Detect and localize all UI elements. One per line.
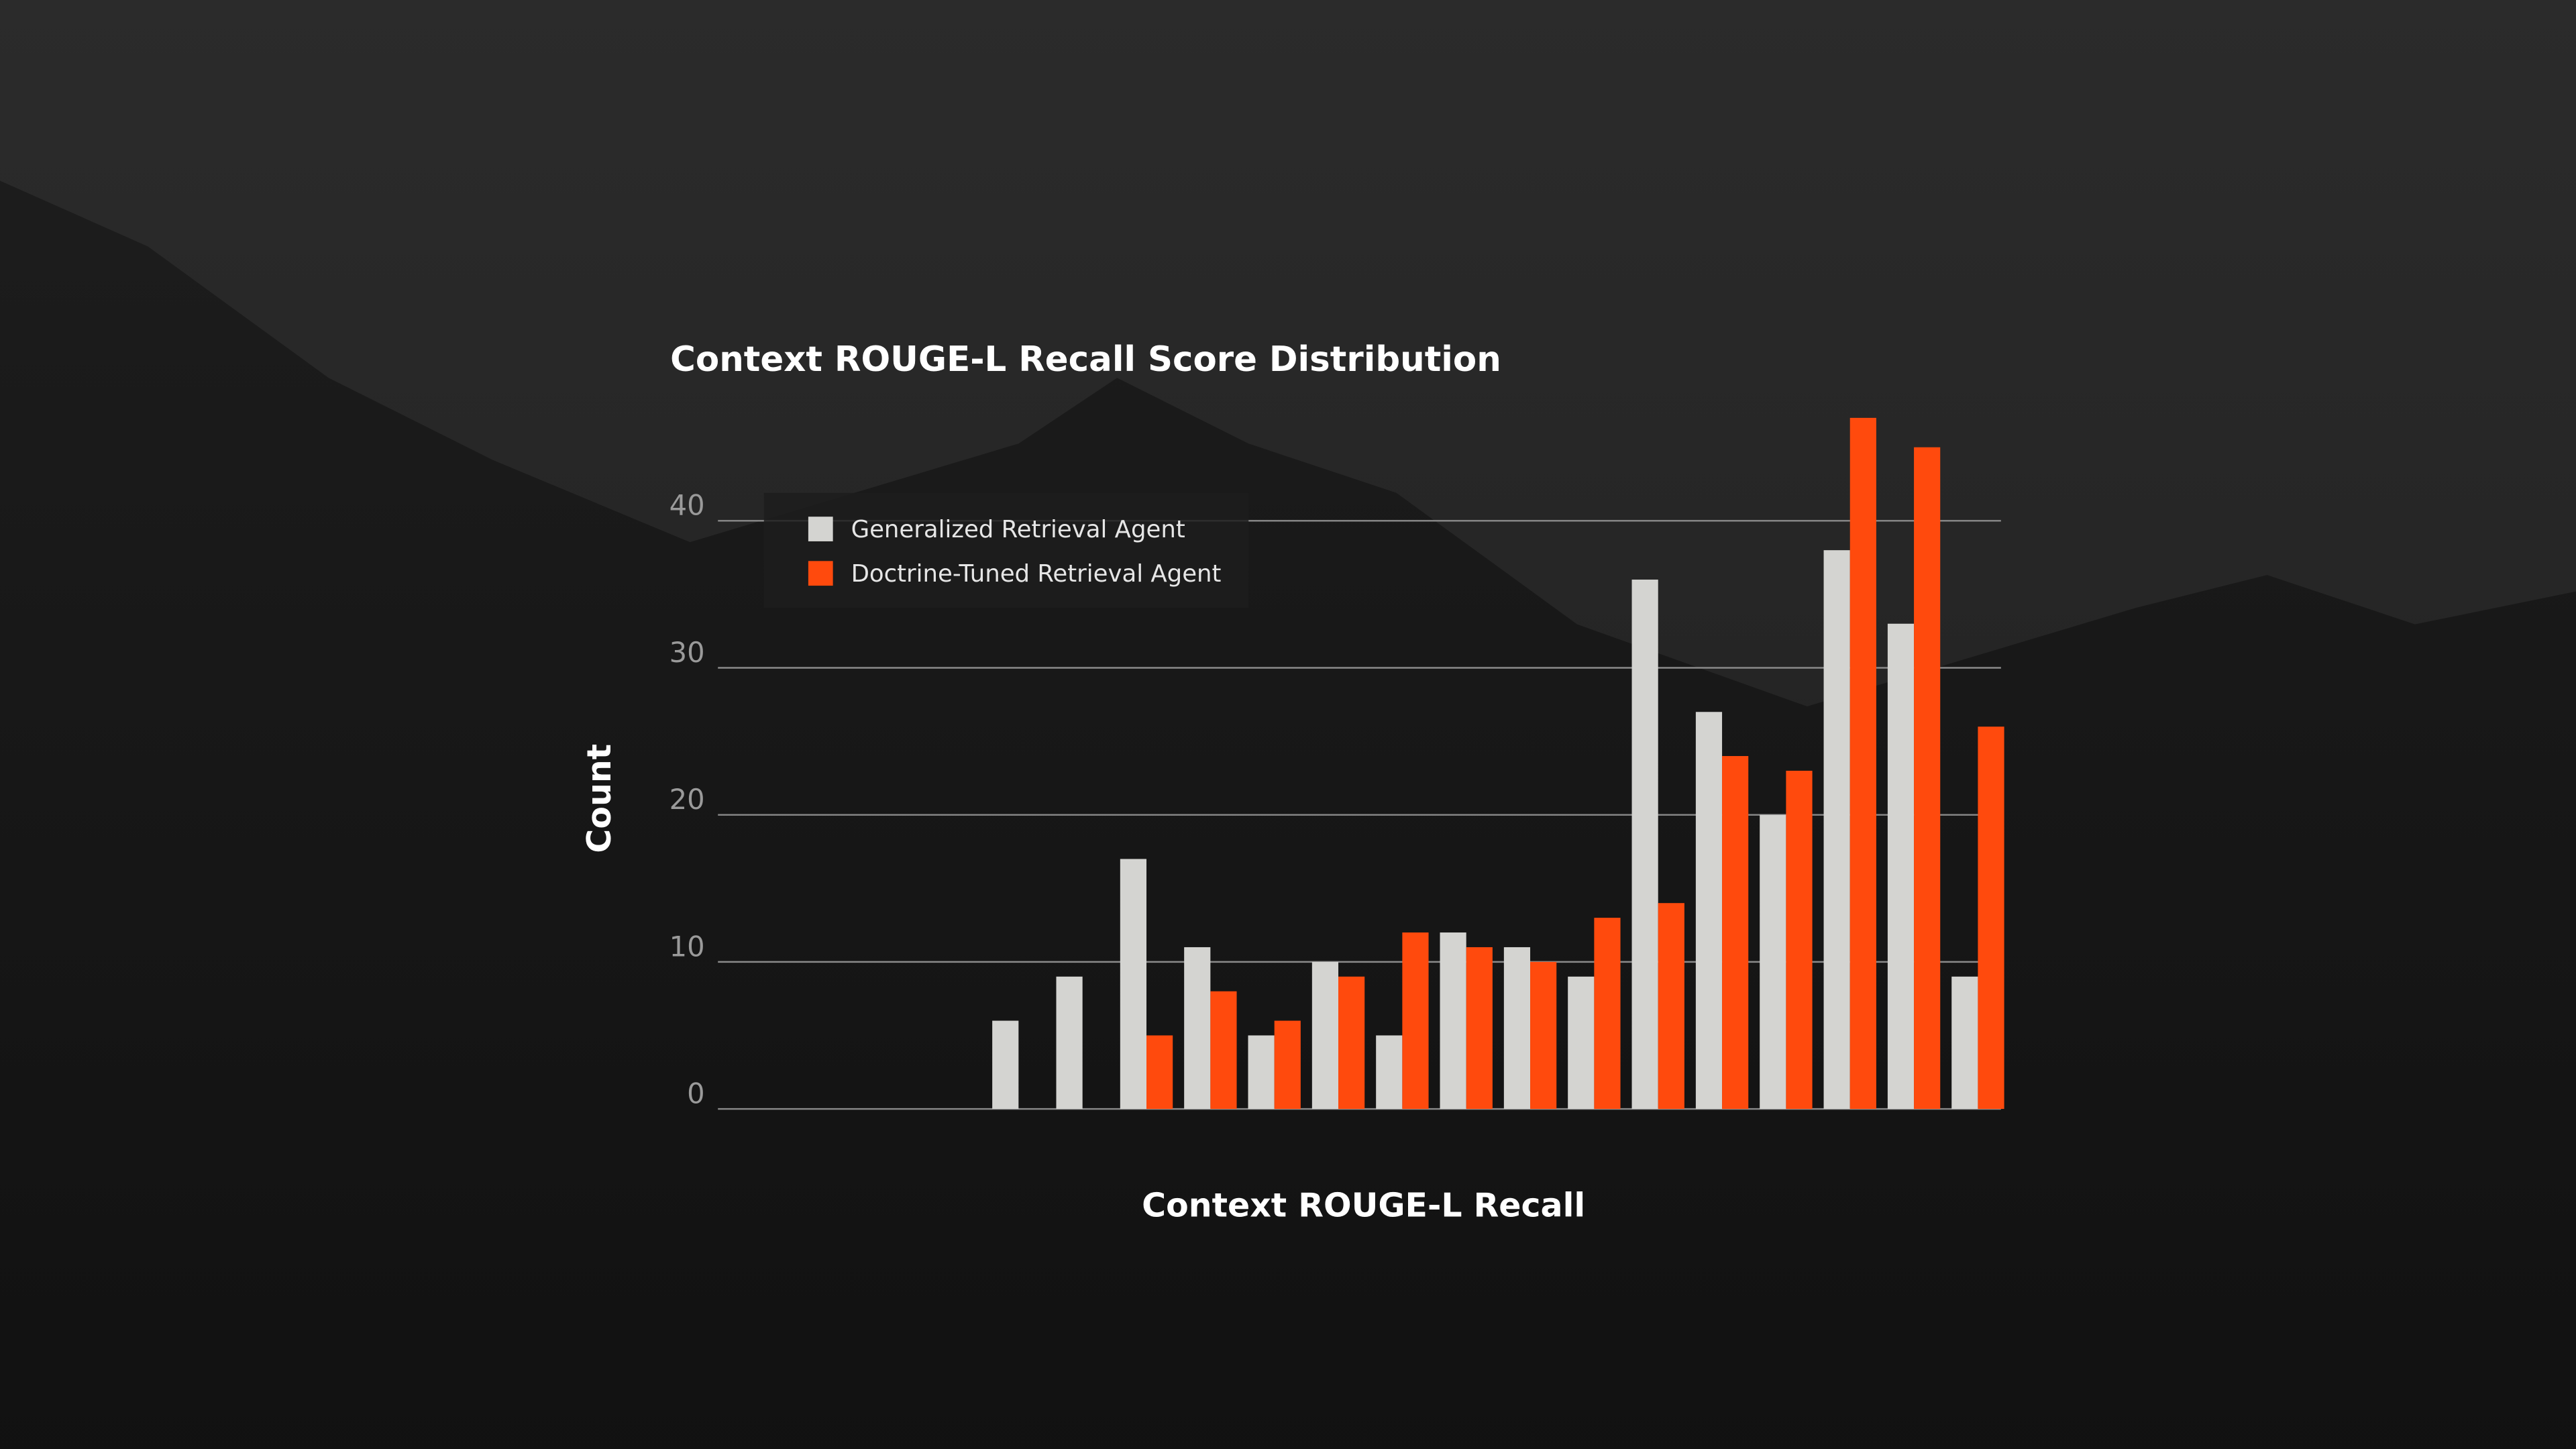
y-axis-label: Count xyxy=(580,744,619,853)
bar xyxy=(1210,991,1237,1110)
bar xyxy=(1951,976,1978,1110)
chart-title: Context ROUGE-L Recall Score Distributio… xyxy=(670,339,1501,380)
bar xyxy=(1440,932,1466,1110)
y-tick-label: 30 xyxy=(669,636,705,669)
legend-box xyxy=(763,492,1249,608)
bar xyxy=(1914,447,1941,1110)
bar xyxy=(1184,947,1211,1110)
bar xyxy=(1274,1020,1301,1110)
bar xyxy=(1530,961,1557,1110)
bar xyxy=(1849,417,1876,1110)
bar xyxy=(1248,1035,1275,1110)
plot-area: 0 10 20 30 40 xyxy=(669,417,2004,1110)
bar xyxy=(1120,859,1147,1110)
bar xyxy=(1056,976,1083,1110)
bar xyxy=(1338,976,1365,1110)
bar xyxy=(1568,976,1595,1110)
y-tick-label: 40 xyxy=(669,489,705,522)
legend: Generalized Retrieval Agent Doctrine-Tune… xyxy=(763,492,1249,608)
bar xyxy=(1466,947,1493,1110)
legend-swatch xyxy=(808,561,833,586)
bar xyxy=(1722,756,1749,1110)
bar xyxy=(1760,814,1786,1110)
bar xyxy=(1311,961,1339,1110)
bar xyxy=(1503,947,1531,1110)
y-tick-label: 10 xyxy=(669,930,705,963)
bar xyxy=(1594,918,1621,1110)
bar xyxy=(1402,932,1429,1110)
bar xyxy=(1823,550,1850,1110)
y-tick-label: 20 xyxy=(669,783,705,816)
bar xyxy=(1658,903,1684,1110)
bar xyxy=(1376,1035,1403,1110)
bar xyxy=(1887,623,1915,1110)
legend-swatch xyxy=(808,517,833,541)
bar xyxy=(1146,1035,1173,1110)
bar xyxy=(1631,580,1658,1110)
y-tick-label: 0 xyxy=(687,1077,704,1110)
bar xyxy=(992,1020,1019,1110)
x-axis-label: Context ROUGE-L Recall xyxy=(1142,1187,1585,1225)
legend-label: Generalized Retrieval Agent xyxy=(851,516,1185,543)
bar xyxy=(1695,712,1723,1110)
legend-label: Doctrine-Tuned Retrieval Agent xyxy=(851,560,1222,588)
bar xyxy=(1978,727,2004,1110)
bar xyxy=(1786,770,1813,1110)
